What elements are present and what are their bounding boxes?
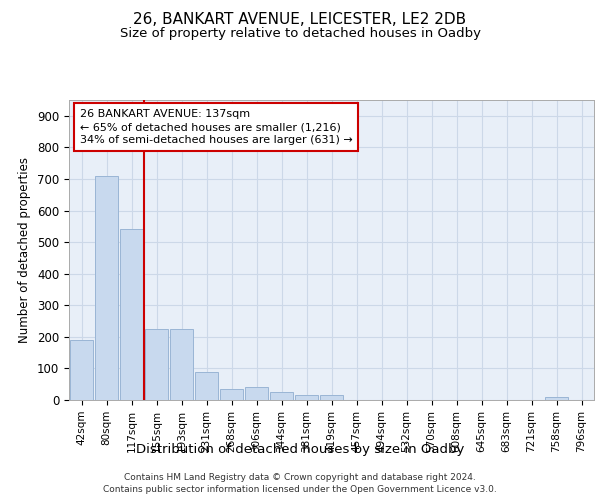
Bar [195,372,218,400]
Text: Contains public sector information licensed under the Open Government Licence v3: Contains public sector information licen… [103,485,497,494]
Bar [545,397,568,400]
Text: Distribution of detached houses by size in Oadby: Distribution of detached houses by size … [136,442,464,456]
Text: Size of property relative to detached houses in Oadby: Size of property relative to detached ho… [119,28,481,40]
Bar [270,392,293,400]
Bar [245,388,268,400]
Y-axis label: Number of detached properties: Number of detached properties [19,157,31,343]
Bar [95,176,118,400]
Bar [295,396,318,400]
Text: 26, BANKART AVENUE, LEICESTER, LE2 2DB: 26, BANKART AVENUE, LEICESTER, LE2 2DB [133,12,467,28]
Bar [170,329,193,400]
Bar [145,329,168,400]
Text: Contains HM Land Registry data © Crown copyright and database right 2024.: Contains HM Land Registry data © Crown c… [124,472,476,482]
Bar [120,230,143,400]
Bar [320,396,343,400]
Bar [220,389,243,400]
Bar [70,340,93,400]
Text: 26 BANKART AVENUE: 137sqm
← 65% of detached houses are smaller (1,216)
34% of se: 26 BANKART AVENUE: 137sqm ← 65% of detac… [79,109,352,146]
